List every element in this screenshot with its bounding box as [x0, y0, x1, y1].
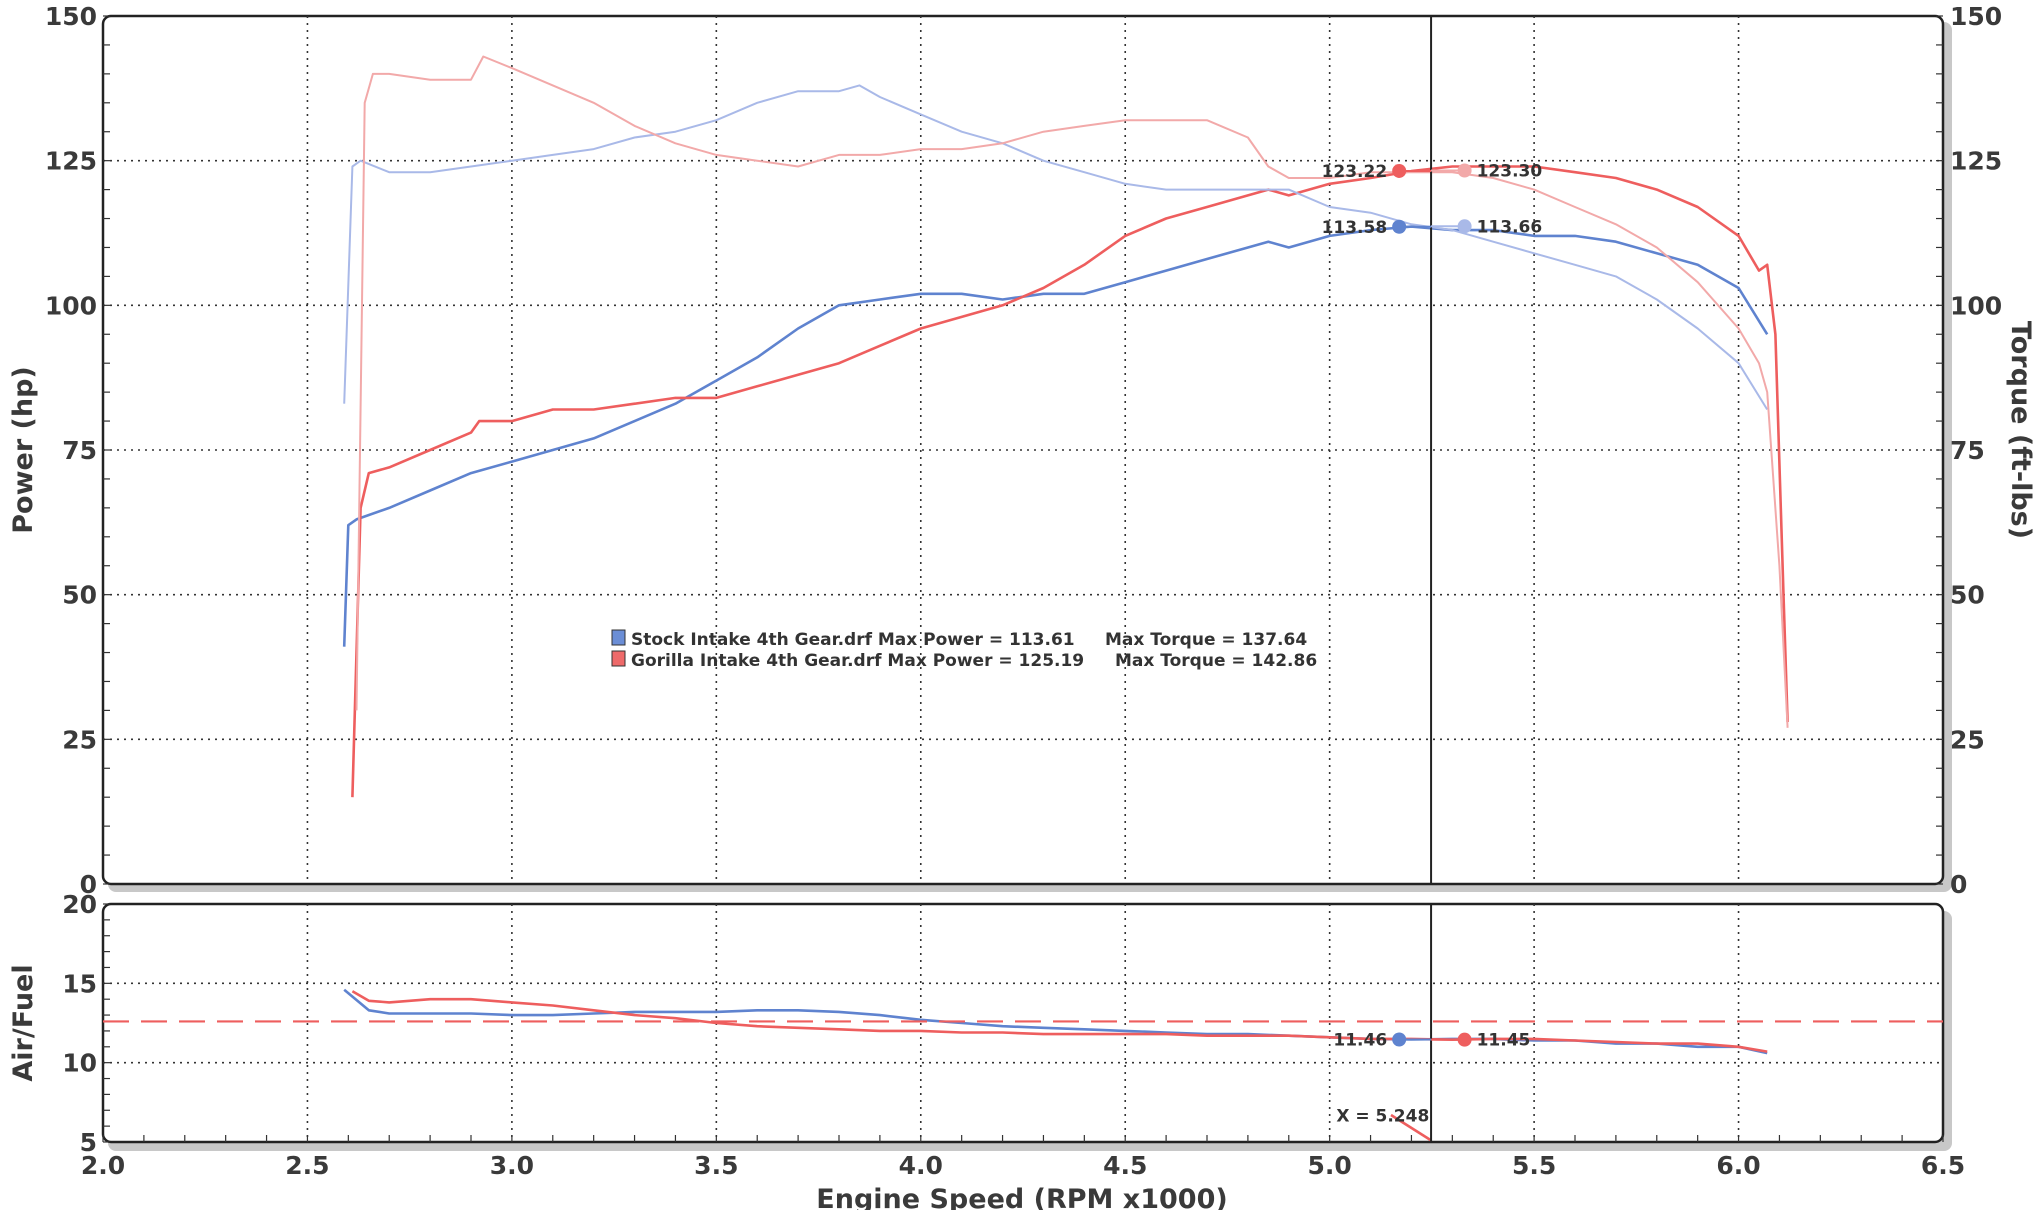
legend-swatch-stock [611, 629, 626, 646]
legend-text-stock: Stock Intake 4th Gear.drf Max Power = 11… [631, 630, 1075, 650]
x-tick-label: 3.5 [694, 1151, 738, 1180]
legend: Stock Intake 4th Gear.drf Max Power = 11… [611, 629, 1317, 671]
series-line-power [342, 225, 1769, 647]
y-tick-label-left: 125 [45, 147, 97, 176]
x-tick-label: 2.5 [285, 1151, 329, 1180]
overlay: 123.22 123.30 113.58 113.66 11.46 11.45 X = 5.… [103, 16, 1943, 1142]
marker-label: 11.45 [1477, 1031, 1531, 1051]
y-tick-label-right: 75 [1950, 436, 1985, 465]
air-fuel-axis-title: Air/Fuel [8, 964, 39, 1081]
air-fuel-tick-label: 20 [62, 890, 97, 919]
x-tick-label: 6.5 [1921, 1151, 1965, 1180]
y-tick-label-left: 100 [45, 291, 97, 320]
marker-label: 113.58 [1322, 218, 1388, 238]
bottom-panel-frame [101, 902, 1945, 1144]
series-line-cursor_trace [1390, 1113, 1432, 1142]
marker-dot [1392, 163, 1407, 178]
marker-dot [1457, 219, 1472, 234]
x-axis-title: Engine Speed (RPM x1000) [816, 1184, 1227, 1210]
cursor-x-label: X = 5.248 [1336, 1106, 1429, 1126]
y-tick-label-right: 25 [1950, 725, 1985, 754]
marker-label: 123.30 [1477, 162, 1543, 182]
x-tick-label: 2.0 [81, 1151, 125, 1180]
marker-label: 113.66 [1477, 217, 1543, 237]
marker-dot [1392, 219, 1407, 234]
x-tick-label: 3.0 [490, 1151, 534, 1180]
y-tick-label-left: 150 [45, 2, 97, 31]
legend-text-gorilla: Gorilla Intake 4th Gear.drf Max Power = … [631, 651, 1084, 671]
series-line-air_fuel [351, 990, 1768, 1053]
marker-label: 11.46 [1333, 1031, 1387, 1051]
x-tick-label: 6.0 [1716, 1151, 1760, 1180]
x-tick-label: 5.0 [1308, 1151, 1352, 1180]
x-tick-label: 5.5 [1512, 1151, 1556, 1180]
marker-dot [1392, 1032, 1407, 1047]
series-line-power [351, 165, 1789, 798]
y-axis-title-right: Torque (ft-lbs) [2005, 321, 2036, 539]
x-tick-label: 4.5 [1103, 1151, 1147, 1180]
air-fuel-tick-label: 10 [62, 1049, 97, 1078]
series-lines [342, 55, 1789, 1142]
y-tick-label-left: 25 [62, 725, 97, 754]
marker-dot [1457, 163, 1472, 178]
series-line-torque [355, 55, 1789, 728]
air-fuel-tick-label: 5 [80, 1128, 97, 1157]
y-axis-title-left: Power (hp) [8, 366, 39, 534]
y-tick-label-right: 0 [1950, 870, 1967, 899]
y-tick-label-right: 100 [1950, 291, 2002, 320]
y-tick-label-right: 50 [1950, 581, 1985, 610]
x-tick-label: 4.0 [899, 1151, 943, 1180]
axis-labels: 2.0 2.5 3.0 3.5 4.0 4.5 5.0 5.5 6.0 6.50255075100… [45, 2, 2002, 1180]
top-panel-frame [101, 14, 1945, 886]
marker-dot [1457, 1032, 1472, 1047]
air-fuel-tick-label: 15 [62, 969, 97, 998]
y-tick-label-right: 150 [1950, 2, 2002, 31]
y-tick-label-right: 125 [1950, 147, 2002, 176]
legend-extra-gorilla: Max Torque = 142.86 [1115, 651, 1317, 671]
legend-extra-stock: Max Torque = 137.64 [1105, 630, 1307, 650]
marker-label: 123.22 [1322, 162, 1388, 182]
y-tick-label-left: 75 [62, 436, 97, 465]
y-tick-label-left: 0 [80, 870, 97, 899]
legend-swatch-gorilla [611, 650, 626, 667]
y-tick-label-left: 50 [62, 581, 97, 610]
series-line-air_fuel [343, 988, 1768, 1055]
